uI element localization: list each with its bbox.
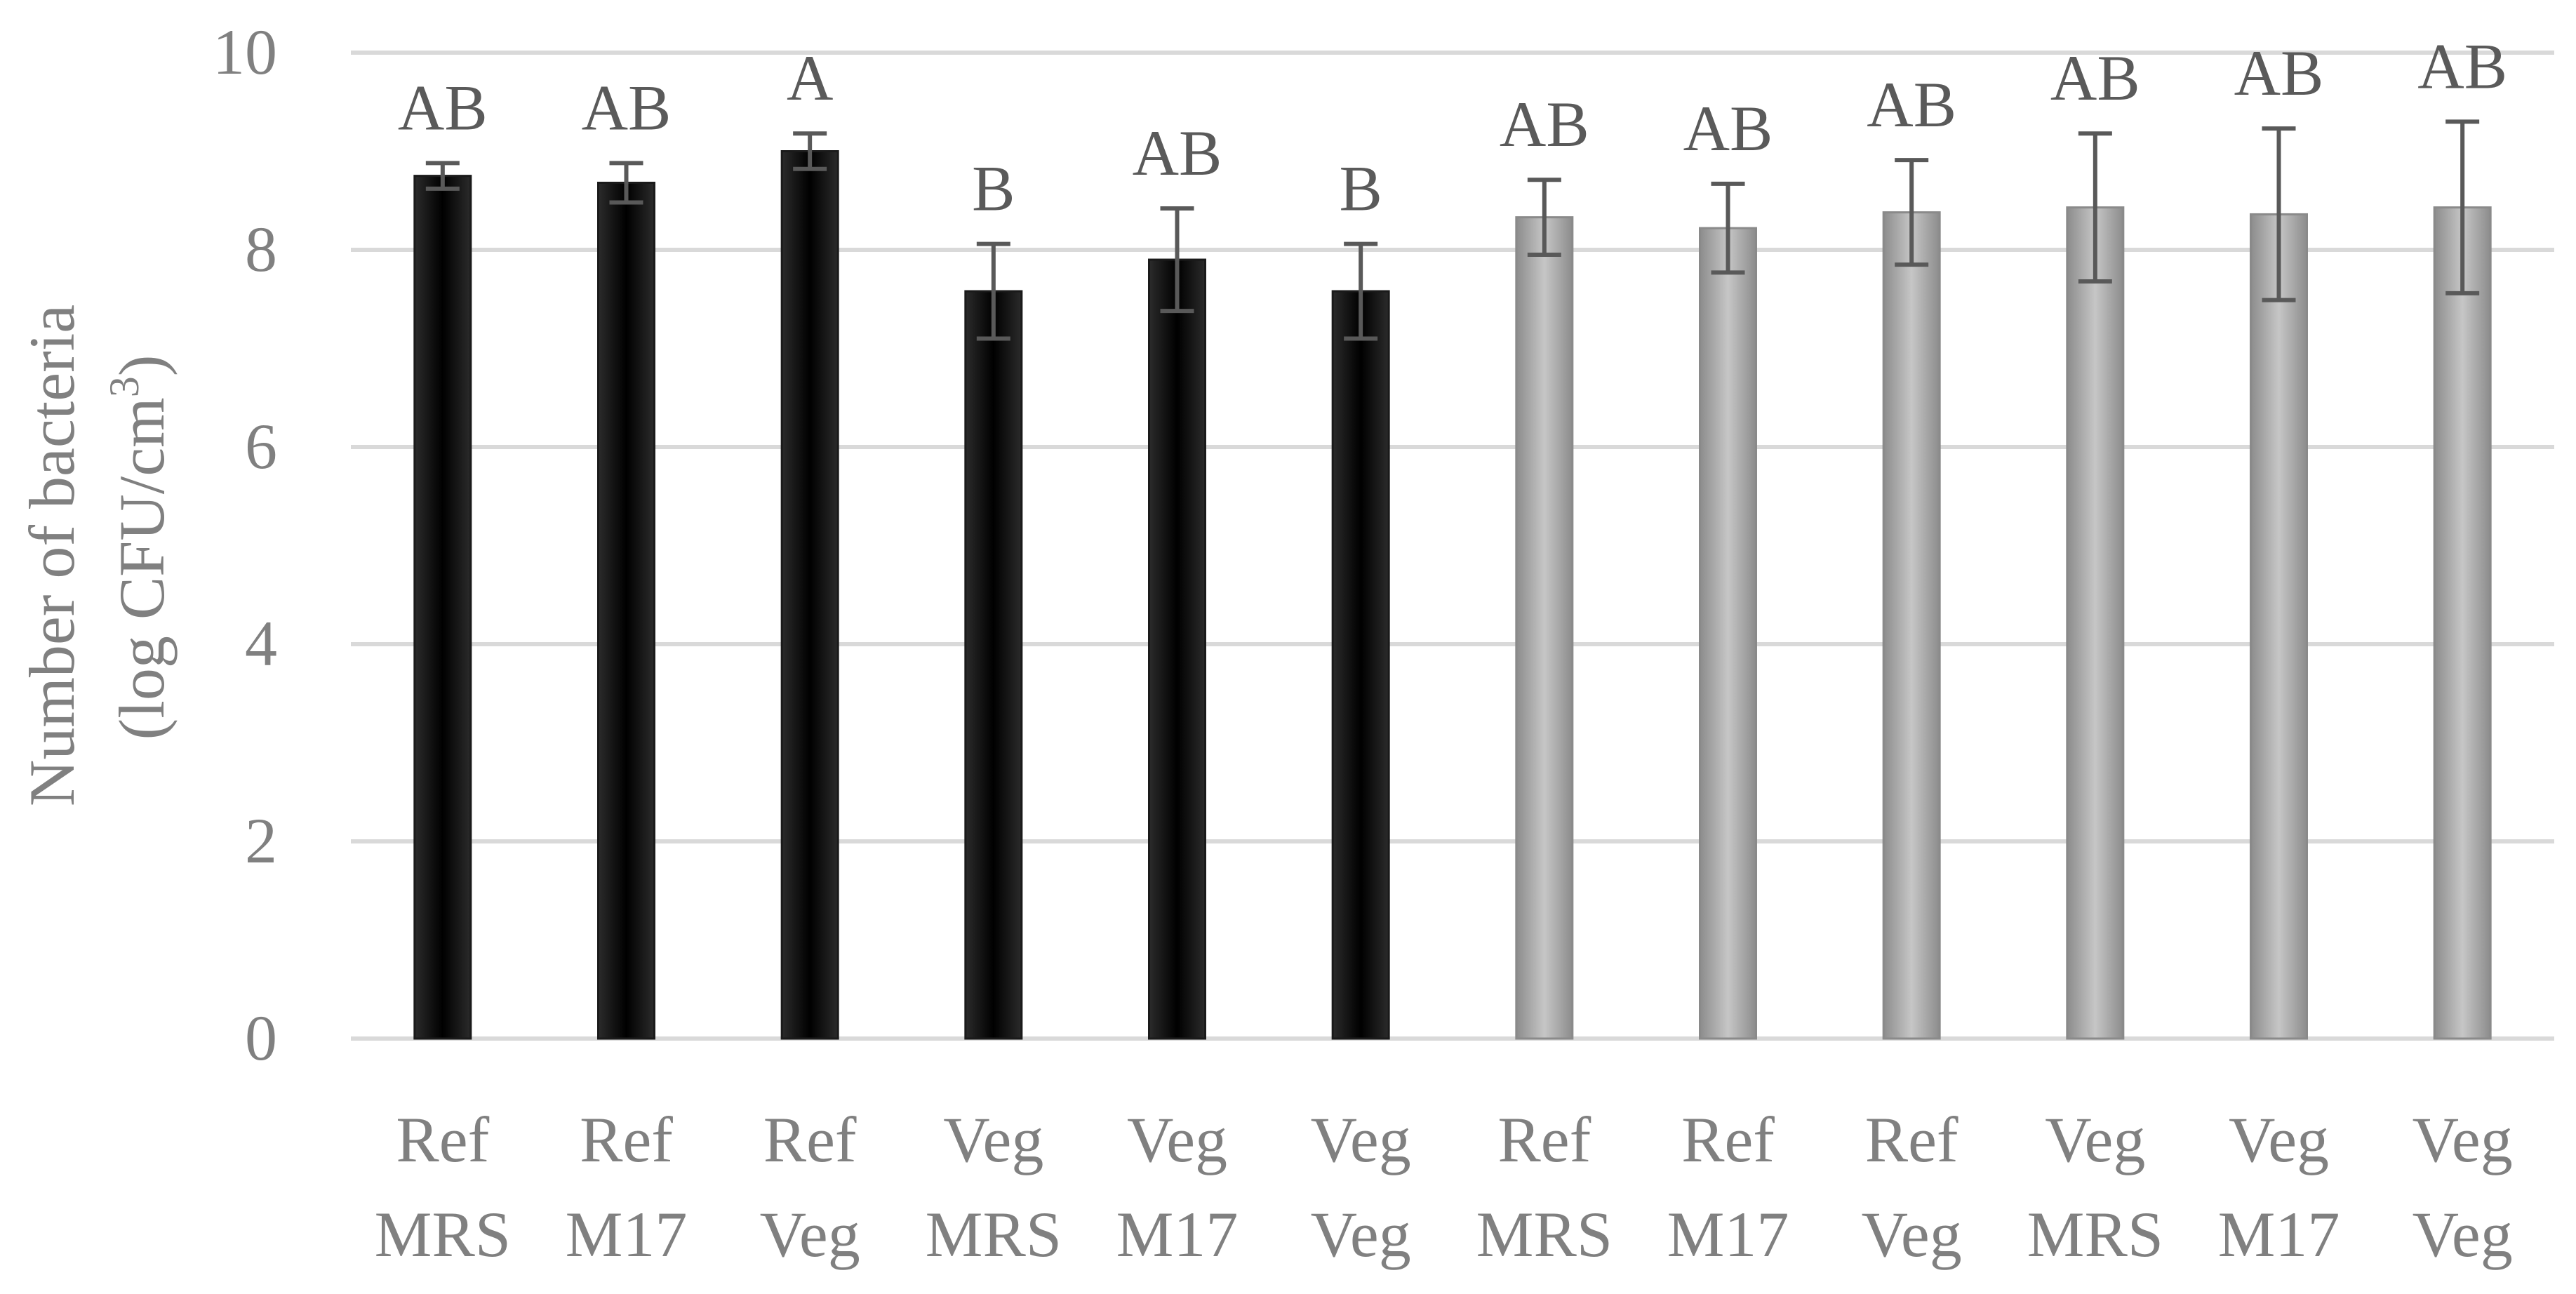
bar bbox=[2250, 213, 2308, 1040]
x-tick-label-line1: Veg bbox=[2413, 1104, 2513, 1175]
significance-letters: AB AB AB AB BAB AB AB AB AB AB bbox=[398, 30, 2507, 224]
y-axis-ticks: 0 2 4 6 8 10 bbox=[213, 16, 277, 1074]
bar bbox=[1882, 211, 1941, 1040]
error-bar bbox=[609, 161, 643, 205]
bar bbox=[780, 150, 839, 1040]
bar bbox=[2066, 206, 2125, 1040]
y-tick-label: 4 bbox=[245, 608, 277, 679]
error-bar bbox=[1344, 241, 1378, 341]
y-tick-label: 2 bbox=[245, 805, 277, 876]
x-tick-label-line2: MRS bbox=[1476, 1199, 1613, 1270]
error-bar bbox=[1711, 181, 1745, 275]
error-bar bbox=[976, 241, 1010, 341]
x-tick-label-line2: Veg bbox=[1311, 1199, 1411, 1270]
y-axis-title-line1: Number of bacteria bbox=[16, 305, 88, 806]
y-tick-label: 6 bbox=[245, 411, 277, 482]
significance-letter: B bbox=[972, 153, 1015, 225]
x-tick-label-line1: Veg bbox=[2229, 1104, 2329, 1175]
significance-letter: AB bbox=[1683, 93, 1773, 164]
significance-letter: A bbox=[787, 42, 833, 114]
y-axis-title-suffix: ) bbox=[106, 355, 178, 377]
y-axis-title: Number of bacteria (log CFU/cm3) bbox=[16, 288, 178, 806]
bar bbox=[964, 290, 1023, 1040]
error-bar bbox=[2262, 126, 2296, 302]
significance-letter: B bbox=[1339, 153, 1382, 225]
y-tick-label: 0 bbox=[245, 1002, 277, 1074]
x-tick-label-line1: Ref bbox=[763, 1104, 857, 1175]
significance-letter: AB bbox=[1500, 88, 1589, 160]
y-axis-title-line2: (log CFU/cm3) bbox=[101, 355, 178, 740]
x-tick-label-line1: Veg bbox=[1311, 1104, 1411, 1175]
significance-letter: AB bbox=[2234, 37, 2324, 109]
error-bar bbox=[2078, 131, 2112, 284]
x-tick-label-line2: M17 bbox=[566, 1199, 688, 1270]
bar bbox=[1148, 258, 1206, 1040]
bar bbox=[1515, 216, 1574, 1040]
x-tick-label-line1: Ref bbox=[580, 1104, 673, 1175]
x-tick-label-line2: M17 bbox=[1667, 1199, 1789, 1270]
bar bbox=[1331, 290, 1390, 1040]
bar bbox=[1699, 227, 1757, 1040]
bar bbox=[2433, 206, 2492, 1040]
significance-letter: AB bbox=[2050, 42, 2140, 114]
x-axis-categories: Ref MRS Ref M17 Ref Veg Veg MRS Veg M17 Veg Veg Ref M… bbox=[375, 1104, 2513, 1270]
error-bar bbox=[1895, 158, 1929, 267]
bars bbox=[413, 150, 2492, 1040]
significance-letter: AB bbox=[1867, 69, 1956, 140]
x-tick-label-line1: Veg bbox=[943, 1104, 1043, 1175]
bar bbox=[413, 175, 472, 1040]
x-tick-label-line2: Veg bbox=[760, 1199, 860, 1270]
error-bar bbox=[425, 161, 460, 191]
error-bar bbox=[793, 131, 827, 171]
error-bar bbox=[1527, 178, 1561, 258]
x-tick-label-line2: Veg bbox=[1862, 1199, 1962, 1270]
gridlines bbox=[351, 51, 2554, 1041]
x-tick-label-line2: MRS bbox=[926, 1199, 1062, 1270]
bar bbox=[597, 181, 655, 1040]
error-bar bbox=[1160, 206, 1194, 314]
y-axis-title-prefix: (log CFU/cm bbox=[106, 397, 178, 740]
significance-letter: AB bbox=[2417, 30, 2507, 102]
x-tick-label-line2: M17 bbox=[1116, 1199, 1239, 1270]
error-bar bbox=[2445, 119, 2480, 295]
x-tick-label-line1: Ref bbox=[1497, 1104, 1591, 1175]
x-tick-label-line1: Veg bbox=[2045, 1104, 2145, 1175]
x-tick-label-line1: Ref bbox=[1681, 1104, 1775, 1175]
x-tick-label-line2: M17 bbox=[2218, 1199, 2340, 1270]
y-tick-label: 8 bbox=[245, 213, 277, 285]
y-axis-title-superscript: 3 bbox=[101, 376, 147, 397]
error-bars bbox=[425, 119, 2480, 341]
x-tick-label-line1: Ref bbox=[1865, 1104, 1958, 1175]
significance-letter: AB bbox=[398, 72, 488, 143]
x-tick-label-line2: MRS bbox=[2027, 1199, 2163, 1270]
x-tick-label-line2: Veg bbox=[2413, 1199, 2513, 1270]
significance-letter: AB bbox=[582, 72, 672, 143]
x-tick-label-line1: Ref bbox=[396, 1104, 489, 1175]
x-tick-label-line2: MRS bbox=[375, 1199, 511, 1270]
significance-letter: AB bbox=[1133, 117, 1222, 189]
y-tick-label: 10 bbox=[213, 16, 277, 88]
x-tick-label-line1: Veg bbox=[1127, 1104, 1227, 1175]
